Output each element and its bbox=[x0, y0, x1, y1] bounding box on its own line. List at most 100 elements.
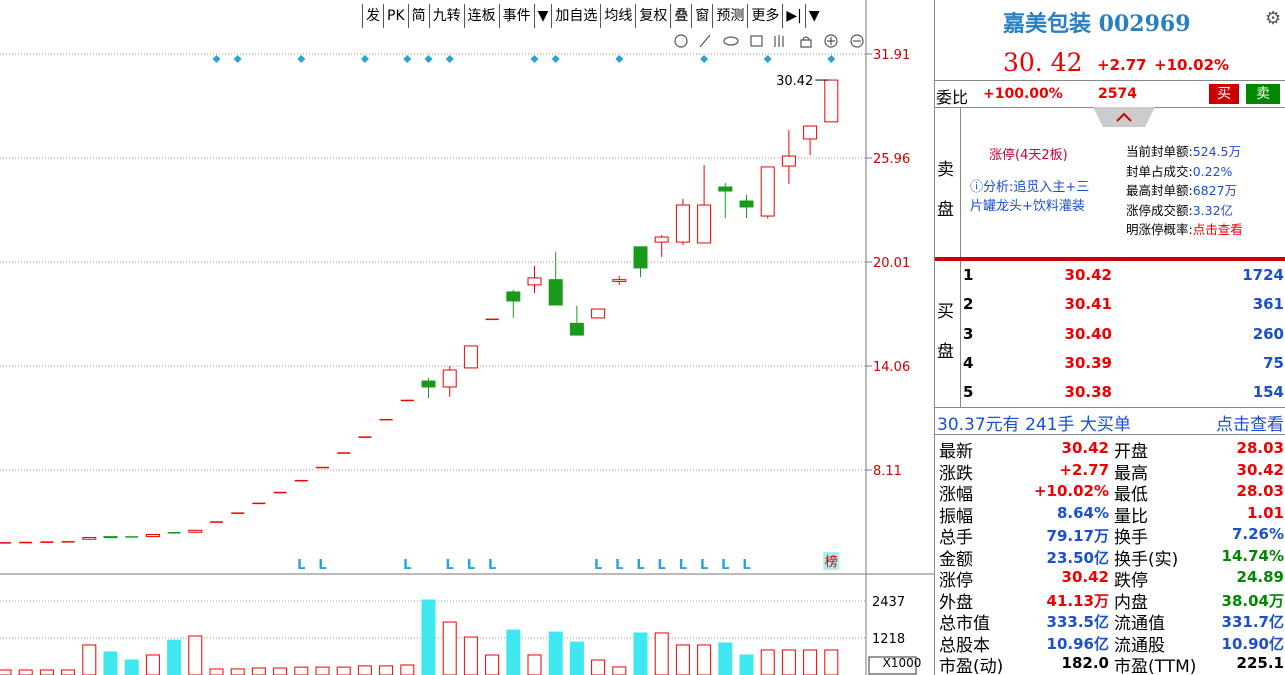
bid-level: 4 bbox=[963, 353, 974, 372]
stat-label: 最新 bbox=[939, 442, 973, 462]
volume-bar bbox=[527, 654, 542, 675]
candle-body bbox=[612, 279, 627, 282]
stat-value: 10.96亿 bbox=[1046, 634, 1109, 653]
stat-value: 182.0 bbox=[1061, 654, 1109, 672]
volume-bar bbox=[124, 659, 139, 675]
volume-unit: X1000 bbox=[883, 656, 922, 670]
divider bbox=[935, 80, 1285, 81]
volume-bar bbox=[273, 667, 288, 675]
stat-value: 14.74% bbox=[1221, 546, 1284, 565]
candle-body bbox=[633, 246, 648, 269]
candle-body bbox=[82, 536, 97, 540]
stat-value: 7.26% bbox=[1231, 525, 1284, 543]
ratio-volume: 2574 bbox=[1098, 86, 1137, 102]
toolbar-button[interactable]: 发 bbox=[362, 4, 383, 28]
buy-button[interactable]: 买 bbox=[1209, 84, 1239, 104]
event-marker bbox=[700, 55, 709, 63]
volume-bar bbox=[633, 632, 648, 675]
toolbar-button[interactable]: ▼ bbox=[804, 4, 823, 28]
candle-body bbox=[697, 204, 712, 244]
stat-value: 225.1 bbox=[1236, 654, 1284, 672]
quote-panel: 嘉美包装 002969 ⚙ 30. 42 +2.77 +10.02% 委比 +1… bbox=[934, 0, 1285, 675]
candle-body bbox=[463, 345, 478, 369]
seal-row: 涨停成交额:3.32亿 bbox=[1126, 201, 1243, 221]
candle-body bbox=[675, 204, 690, 243]
stat-label: 振幅 bbox=[939, 506, 973, 527]
candle-body bbox=[421, 380, 436, 388]
volume-bar bbox=[167, 639, 182, 675]
toolbar-button[interactable]: 加自选 bbox=[551, 4, 600, 28]
volume-bar bbox=[0, 669, 12, 675]
toolbar-button[interactable]: 均线 bbox=[600, 4, 635, 28]
limit-status: 涨停(4天2板) bbox=[989, 148, 1068, 163]
volume-bar bbox=[569, 641, 584, 675]
toolbar-button[interactable]: ▶| bbox=[782, 4, 804, 28]
toolbar-button[interactable]: 事件 bbox=[498, 4, 534, 28]
toolbar-button[interactable]: 预测 bbox=[712, 4, 747, 28]
settings-icon[interactable]: ⚙ bbox=[1265, 8, 1282, 29]
seal-row: 封单占成交:0.22% bbox=[1126, 162, 1243, 182]
candle-body bbox=[718, 186, 733, 192]
toolbar-button[interactable]: ▼ bbox=[533, 4, 552, 28]
candle-body bbox=[803, 125, 818, 140]
bid-level: 1 bbox=[963, 266, 974, 284]
candle-body bbox=[760, 166, 775, 217]
candle-body bbox=[739, 200, 754, 208]
divider bbox=[935, 257, 1285, 261]
candle-body bbox=[824, 79, 839, 123]
signal-label: L bbox=[403, 558, 411, 573]
candle-body bbox=[506, 291, 521, 302]
collapse-tab[interactable] bbox=[1093, 107, 1155, 127]
bid-level: 3 bbox=[963, 324, 974, 343]
stat-label: 流通股 bbox=[1114, 635, 1165, 656]
volume-bar bbox=[61, 669, 76, 675]
stat-value: 24.89 bbox=[1236, 568, 1284, 586]
candle-body bbox=[527, 277, 542, 286]
volume-bar bbox=[824, 649, 839, 675]
toolbar-button[interactable]: 简 bbox=[407, 4, 429, 28]
ratio-label: 委比 bbox=[936, 88, 969, 107]
seal-value[interactable]: 点击查看 bbox=[1192, 222, 1243, 237]
signal-label: L bbox=[721, 558, 729, 573]
seal-value: 524.5万 bbox=[1192, 144, 1242, 159]
stat-value: 41.13万 bbox=[1046, 591, 1109, 610]
event-marker bbox=[403, 55, 412, 63]
y-tick-label: 25.96 bbox=[873, 152, 910, 167]
sell-button[interactable]: 卖 bbox=[1246, 84, 1280, 104]
stat-label: 市盈(TTM) bbox=[1114, 657, 1197, 675]
volume-bar bbox=[421, 599, 436, 675]
toolbar-button[interactable]: PK bbox=[383, 4, 408, 28]
bid-volume: 75 bbox=[1263, 353, 1284, 372]
analysis[interactable]: ⓘ分析:追觅入主+三片罐龙头+饮料灌装 bbox=[970, 180, 1090, 214]
stat-value: 30.42 bbox=[1061, 568, 1109, 586]
stat-label: 总市值 bbox=[939, 614, 990, 634]
toolbar-button[interactable]: 窗 bbox=[691, 4, 712, 28]
event-marker bbox=[445, 55, 454, 63]
candle-body bbox=[781, 155, 796, 167]
toolbar: 发 PK 简九转 连板 事件 ▼ 加自选 均线 复权叠窗预测 更多 ▶| ▼ bbox=[362, 4, 823, 28]
stat-value: 1.01 bbox=[1246, 503, 1284, 522]
toolbar-button[interactable]: 复权 bbox=[635, 4, 670, 28]
y-tick-label: 8.11 bbox=[873, 464, 902, 479]
toolbar-button[interactable]: 更多 bbox=[747, 4, 782, 28]
toolbar-button[interactable]: 九转 bbox=[428, 4, 464, 28]
volume-bar bbox=[336, 666, 351, 675]
chart-tools[interactable] bbox=[674, 34, 864, 48]
stat-label: 流通值 bbox=[1114, 614, 1165, 634]
toolbar-button[interactable]: 叠 bbox=[670, 4, 691, 28]
stat-label: 总股本 bbox=[939, 635, 990, 656]
ratio: +100.00% bbox=[983, 86, 1063, 102]
divider bbox=[935, 407, 1285, 408]
volume-tick-label: 1218 bbox=[872, 632, 905, 647]
volume-bar bbox=[803, 649, 818, 675]
badge-bg bbox=[823, 552, 840, 570]
toolbar-button[interactable]: 连板 bbox=[463, 4, 499, 28]
event-marker bbox=[615, 55, 624, 63]
signal-label: L bbox=[679, 558, 687, 573]
bid-price: 30.42 bbox=[1064, 266, 1112, 284]
big-order: 30.37元有 241手 大买单 bbox=[937, 415, 1131, 435]
volume-bar bbox=[82, 644, 97, 675]
candle-body bbox=[442, 369, 457, 388]
big-order-link[interactable]: 点击查看 bbox=[1216, 415, 1284, 435]
stat-value: 10.90亿 bbox=[1221, 634, 1284, 653]
